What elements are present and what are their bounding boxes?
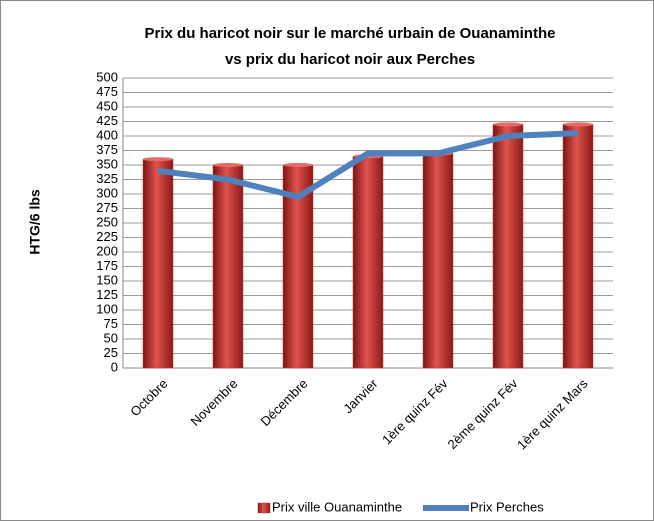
- bar: [142, 158, 174, 369]
- y-tick-label: 225: [96, 229, 118, 244]
- legend-label: Prix Perches: [470, 499, 544, 514]
- legend-swatch: [257, 502, 271, 514]
- bar: [562, 124, 594, 369]
- y-tick-label: 275: [96, 200, 118, 215]
- y-tick-label: 175: [96, 258, 118, 273]
- y-tick-label: 475: [96, 84, 118, 99]
- y-tick-label: 350: [96, 156, 118, 171]
- y-tick-label: 250: [96, 214, 118, 229]
- bar-top: [213, 163, 243, 167]
- y-tick-label: 125: [96, 287, 118, 302]
- y-tick-label: 500: [96, 69, 118, 84]
- y-tick-label: 50: [104, 330, 118, 345]
- chart-title: Prix du haricot noir sur le marché urbai…: [145, 25, 556, 42]
- legend-label: Prix ville Ouanaminthe: [272, 499, 402, 514]
- bar: [422, 153, 454, 369]
- y-tick-label: 200: [96, 243, 118, 258]
- chart-title: vs prix du haricot noir aux Perches: [225, 51, 475, 68]
- y-tick-label: 400: [96, 127, 118, 142]
- bar-top: [143, 157, 173, 162]
- y-axis-label: HTG/6 lbs: [27, 189, 43, 255]
- y-tick-label: 300: [96, 185, 118, 200]
- y-tick-label: 150: [96, 272, 118, 287]
- y-tick-label: 450: [96, 98, 118, 113]
- y-tick-label: 375: [96, 142, 118, 157]
- bar: [212, 164, 244, 369]
- bar-top: [563, 122, 593, 127]
- y-tick-label: 425: [96, 113, 118, 128]
- y-tick-label: 75: [104, 316, 118, 331]
- bar-top: [283, 163, 313, 167]
- y-tick-label: 0: [111, 359, 118, 374]
- line: [157, 130, 579, 200]
- bar: [352, 156, 384, 369]
- bar-top: [493, 122, 523, 127]
- bar: [492, 124, 524, 369]
- y-tick-label: 100: [96, 301, 118, 316]
- y-tick-label: 25: [104, 345, 118, 360]
- y-tick-label: 325: [96, 171, 118, 186]
